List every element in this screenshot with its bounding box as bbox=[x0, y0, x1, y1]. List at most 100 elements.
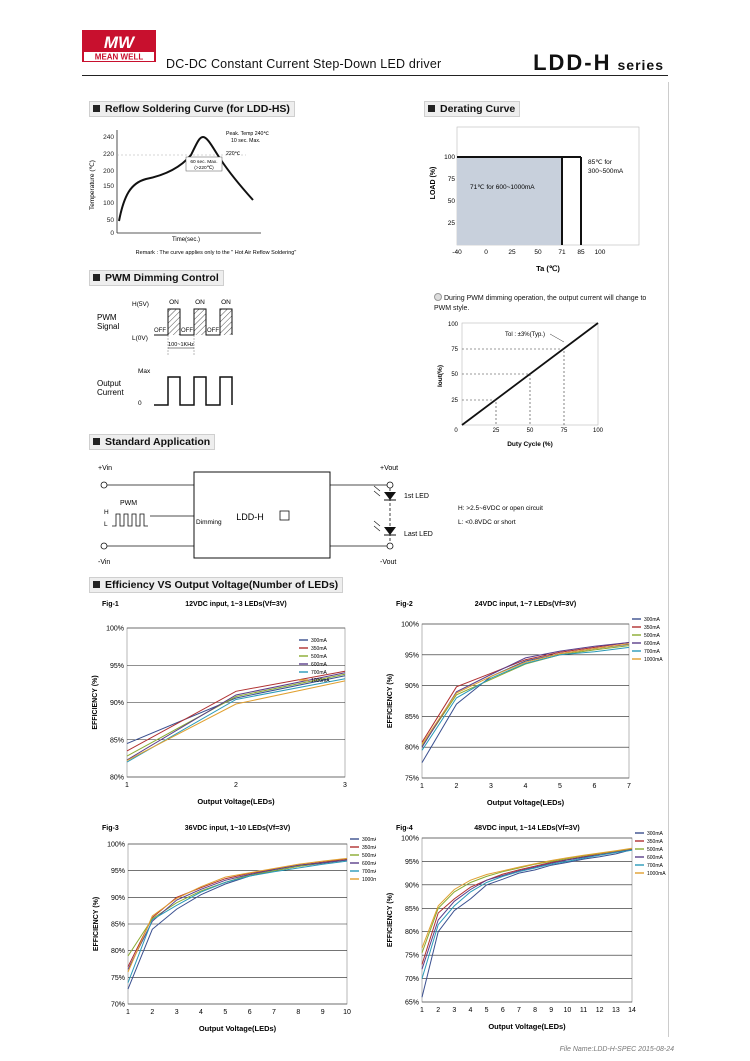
chart-series-line bbox=[421, 646, 630, 751]
efficiency-chart-fig4: Fig-4 48VDC input, 1~14 LEDs(Vf=3V) 65% 70%… bbox=[387, 825, 666, 1031]
chart-legend-label: 1000mA bbox=[311, 678, 330, 684]
pwm-zero-label: 0 bbox=[138, 400, 142, 407]
derating-ytick: 100 bbox=[444, 154, 455, 161]
chart-xtick-label: 2 bbox=[436, 1007, 440, 1014]
chart-legend-label: 500mA bbox=[647, 847, 664, 853]
footer-filename: File Name:LDD-H-SPEC 2015-08-24 bbox=[559, 1046, 674, 1053]
derating-high-label-1: 85℃ for bbox=[588, 159, 613, 166]
chart-fig-label: Fig-3 bbox=[102, 825, 119, 832]
pwm-off-label: OFF bbox=[154, 328, 166, 334]
chart-ytick-label: 80% bbox=[110, 775, 124, 782]
reflow-peak-label: Peak. Temp 240℃ bbox=[226, 131, 269, 137]
chart-xtick-label: 7 bbox=[272, 1009, 276, 1016]
pwm-high-marker: H bbox=[104, 509, 109, 516]
chart-xtick-label: 7 bbox=[517, 1007, 521, 1014]
pwm-high-label: H(5V) bbox=[132, 301, 149, 308]
series-title: LDD-H series bbox=[533, 50, 664, 76]
chart-xtick-label: 6 bbox=[501, 1007, 505, 1014]
vin-positive-label: +Vin bbox=[98, 465, 112, 472]
chart-xtick-label: 13 bbox=[612, 1007, 620, 1014]
chart-legend-label: 700mA bbox=[362, 869, 376, 875]
duty-xtick: 25 bbox=[493, 428, 500, 434]
reflow-ytick: 150 bbox=[103, 183, 114, 190]
pwm-note: During PWM dimming operation, the output… bbox=[434, 293, 664, 314]
chart-xlabel: Output Voltage(LEDs) bbox=[197, 797, 275, 806]
chart-title: 48VDC input, 1~14 LEDs(Vf=3V) bbox=[474, 825, 579, 832]
reflow-xlabel: Time(sec.) bbox=[172, 237, 200, 243]
chart-xtick-label: 3 bbox=[489, 783, 493, 790]
chart-series-line bbox=[127, 860, 348, 983]
chart-title: 36VDC input, 1~10 LEDs(Vf=3V) bbox=[185, 825, 290, 832]
chart-title: 24VDC input, 1~7 LEDs(Vf=3V) bbox=[475, 601, 577, 608]
pwm-off-label: OFF bbox=[181, 328, 193, 334]
chart-ylabel: EFFICIENCY (%) bbox=[93, 897, 100, 951]
standard-application-diagram: +Vin -Vin +Vout -Vout LDD-H Dimming PWM … bbox=[98, 465, 543, 566]
derating-ytick: 50 bbox=[448, 198, 456, 205]
reflow-box-1: 60 sec. Max. bbox=[190, 159, 217, 165]
derating-chart: 100 75 50 25 -40 0 25 50 71 85 100 LOAD … bbox=[430, 126, 640, 273]
pwm-frequency: 100~1KHz bbox=[168, 342, 194, 348]
chart-legend-label: 700mA bbox=[644, 649, 661, 655]
chart-ytick-label: 80% bbox=[111, 948, 125, 955]
chart-legend-label: 500mA bbox=[362, 853, 376, 859]
pwm-low-label: L(0V) bbox=[132, 335, 148, 342]
derating-xtick: -40 bbox=[452, 249, 462, 256]
chart-xtick-label: 9 bbox=[321, 1009, 325, 1016]
chart-xtick-label: 2 bbox=[150, 1009, 154, 1016]
chart-xtick-label: 6 bbox=[248, 1009, 252, 1016]
chart-series-line bbox=[421, 849, 633, 979]
standard-note-h: H: >2.5~6VDC or open circuit bbox=[458, 505, 543, 512]
chart-fig-label: Fig-1 bbox=[102, 601, 119, 608]
chart-ytick-label: 70% bbox=[405, 976, 419, 983]
efficiency-chart-fig1: Fig-1 12VDC input, 1~3 LEDs(Vf=3V) 80% 85% 9… bbox=[92, 601, 347, 806]
chart-xtick-label: 3 bbox=[175, 1009, 179, 1016]
chart-ytick-label: 75% bbox=[405, 776, 419, 783]
chart-legend-label: 350mA bbox=[362, 845, 376, 851]
chart-ylabel: EFFICIENCY (%) bbox=[92, 675, 99, 729]
chart-ytick-label: 90% bbox=[405, 683, 419, 690]
chart-legend-label: 1000mA bbox=[644, 657, 663, 663]
chart-series-line bbox=[127, 859, 348, 970]
chart-ytick-label: 70% bbox=[111, 1002, 125, 1009]
chart-ytick-label: 95% bbox=[111, 868, 125, 875]
chart-series-line bbox=[421, 849, 633, 998]
chart-legend-label: 350mA bbox=[647, 839, 664, 845]
derating-xtick: 0 bbox=[484, 249, 488, 256]
chart-xtick-label: 5 bbox=[485, 1007, 489, 1014]
duty-ytick: 50 bbox=[451, 372, 458, 378]
logo-mw: MW bbox=[104, 33, 136, 52]
pwm-input-label: PWM bbox=[120, 500, 137, 507]
chart-legend-label: 600mA bbox=[647, 855, 664, 861]
header-rule bbox=[82, 75, 668, 76]
chart-legend-label: 300mA bbox=[644, 617, 661, 623]
chart-series-line bbox=[126, 673, 346, 757]
chart-xtick-label: 1 bbox=[420, 783, 424, 790]
series-suffix: series bbox=[617, 57, 664, 73]
chart-legend-label: 300mA bbox=[362, 837, 376, 843]
model-label: LDD-H bbox=[236, 512, 264, 522]
reflow-ytick: 220 bbox=[103, 151, 114, 158]
chart-xlabel: Output Voltage(LEDs) bbox=[199, 1024, 277, 1033]
chart-series-line bbox=[421, 642, 630, 743]
pwm-output-label-1: Output bbox=[97, 379, 122, 388]
chart-xtick-label: 8 bbox=[533, 1007, 537, 1014]
reflow-peak-time: 10 sec. Max. bbox=[231, 138, 260, 144]
standard-note-l: L: <0.8VDC or short bbox=[458, 519, 516, 526]
reflow-chart: 240 220 200 150 100 50 0 Temperature (℃)… bbox=[89, 130, 296, 256]
chart-ytick-label: 100% bbox=[401, 836, 419, 843]
efficiency-chart-fig2: Fig-2 24VDC input, 1~7 LEDs(Vf=3V) 75% 80% 8… bbox=[387, 601, 663, 807]
vout-negative-label: -Vout bbox=[380, 559, 396, 566]
chart-series-line bbox=[126, 675, 346, 744]
section-pwm: PWM Dimming Control bbox=[89, 270, 224, 286]
pwm-output-label-2: Current bbox=[97, 388, 124, 397]
chart-legend-label: 1000mA bbox=[647, 871, 666, 877]
chart-ytick-label: 95% bbox=[405, 859, 419, 866]
derating-ytick: 25 bbox=[448, 220, 456, 227]
chart-series-line bbox=[421, 645, 630, 747]
chart-legend-label: 600mA bbox=[362, 861, 376, 867]
chart-xtick-label: 11 bbox=[580, 1007, 587, 1014]
chart-xtick-label: 10 bbox=[563, 1007, 571, 1014]
chart-xtick-label: 6 bbox=[593, 783, 597, 790]
chart-series-line bbox=[421, 643, 630, 745]
chart-title: 12VDC input, 1~3 LEDs(Vf=3V) bbox=[185, 601, 287, 608]
